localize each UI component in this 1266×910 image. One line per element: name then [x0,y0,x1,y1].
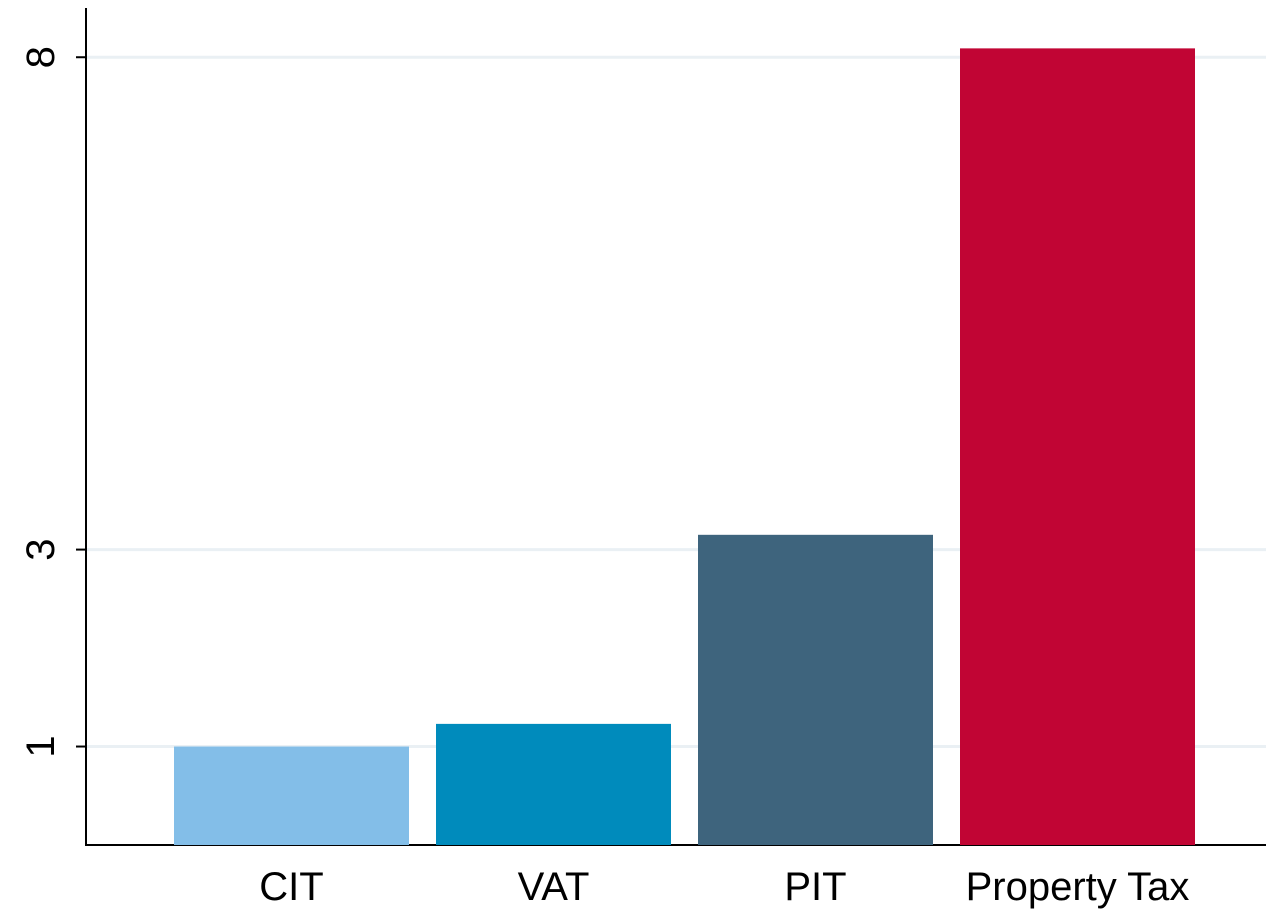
x-tick-label: CIT [259,865,323,909]
x-tick-label: Property Tax [966,865,1190,909]
bar [436,723,671,845]
y-tick-label: 1 [19,735,63,757]
bar [174,746,409,845]
y-tick-label: 3 [19,538,63,560]
y-tick-label: 8 [19,46,63,68]
bar [960,48,1195,846]
x-tick-label: PIT [784,865,846,909]
x-tick-label: VAT [518,865,590,909]
bar [698,534,933,845]
